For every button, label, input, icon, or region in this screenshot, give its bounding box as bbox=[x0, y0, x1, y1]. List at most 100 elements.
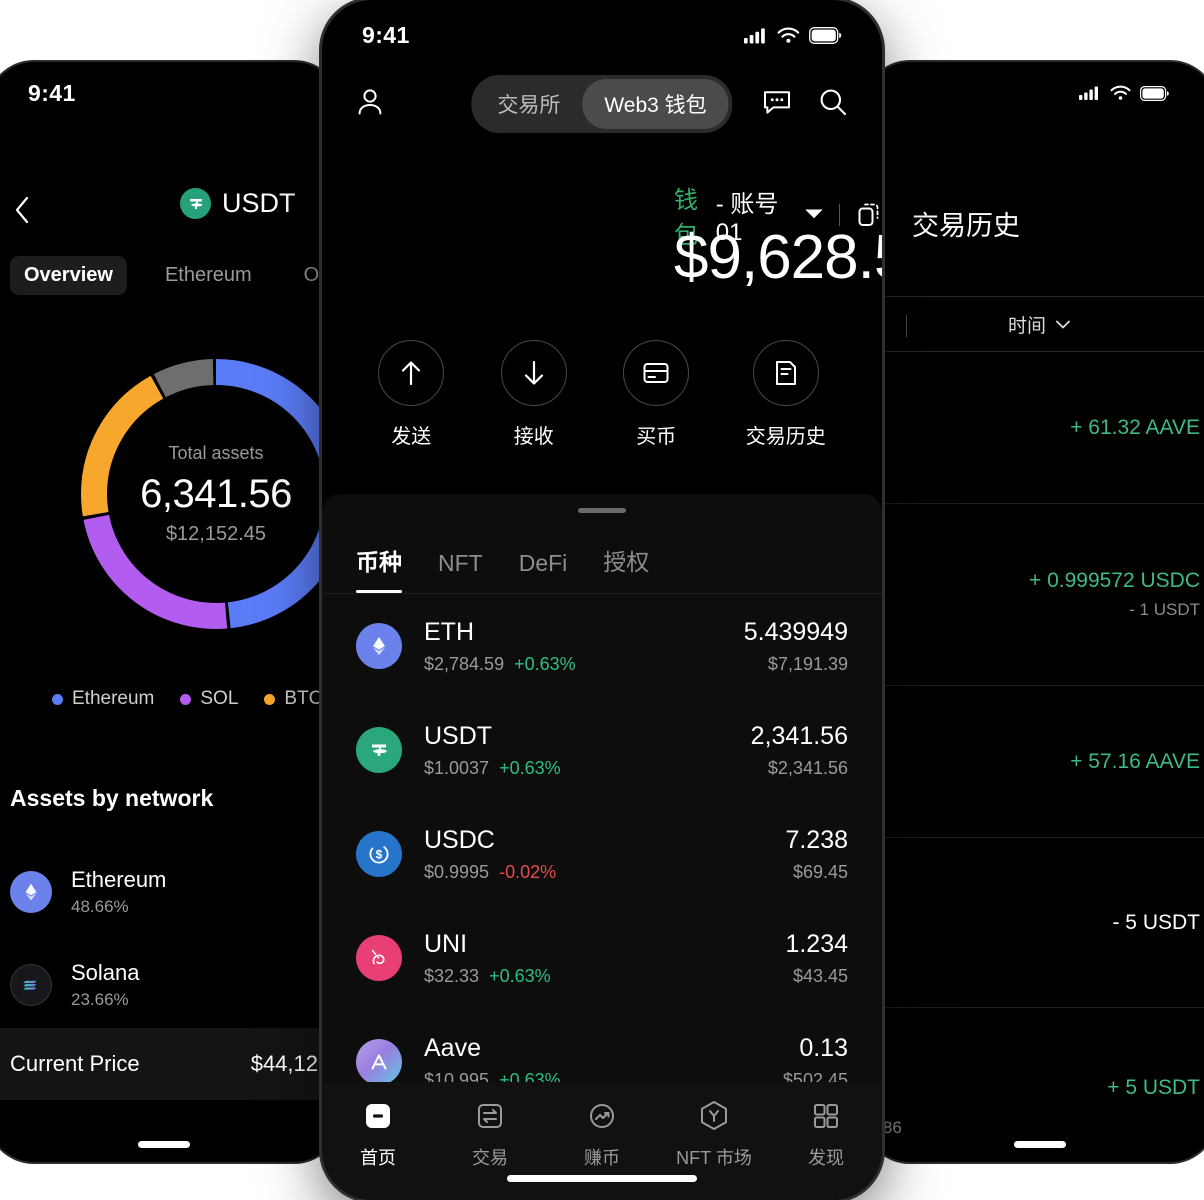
copy-icon[interactable] bbox=[856, 201, 882, 229]
transaction-row[interactable]: - 5 USDT 0a bbox=[864, 838, 1204, 1008]
wifi-icon bbox=[1110, 85, 1131, 100]
token-price: $0.9995 bbox=[424, 861, 490, 882]
search-icon[interactable] bbox=[818, 87, 848, 122]
token-info: UNI $32.33 +0.63% bbox=[424, 930, 551, 987]
action-label: 买币 bbox=[636, 426, 677, 448]
tab-approvals[interactable]: 授权 bbox=[603, 549, 650, 575]
donut-center-text: Total assets 6,341.56 $12,152.45 bbox=[66, 344, 340, 644]
nft-icon bbox=[698, 1098, 730, 1134]
document-icon bbox=[752, 340, 819, 406]
right-background-phone: 交易历史 时间 + 61.32 AAVE + 0.999572 USDC - 1… bbox=[864, 62, 1204, 1162]
network-percent: 48.66% bbox=[71, 896, 129, 916]
transaction-amount: + 57.16 AAVE bbox=[1070, 749, 1200, 773]
tabbar-item-discover[interactable]: 发现 bbox=[770, 1098, 882, 1170]
token-info: USDC $0.9995 -0.02% bbox=[424, 826, 556, 883]
legend-dot-sol bbox=[180, 693, 192, 705]
chevron-left-icon[interactable] bbox=[12, 194, 32, 231]
segment-web3-wallet[interactable]: Web3 钱包 bbox=[582, 79, 729, 129]
token-change: +0.63% bbox=[499, 757, 561, 778]
transaction-row[interactable]: + 57.16 AAVE bbox=[864, 686, 1204, 838]
token-row[interactable]: ETH $2,784.59 +0.63% 5.439949 $7,191.39 bbox=[356, 594, 848, 698]
token-price: $2,784.59 bbox=[424, 653, 505, 674]
tabbar-label: 赚币 bbox=[584, 1148, 620, 1168]
network-row[interactable]: Solana 23.66% bbox=[10, 938, 340, 1031]
quick-actions: 发送 接收 买币 交易历史 bbox=[322, 340, 882, 449]
network-name: Solana bbox=[71, 960, 140, 986]
tabbar-label: 交易 bbox=[472, 1148, 508, 1168]
segment-exchange[interactable]: 交易所 bbox=[497, 94, 561, 117]
token-value: $7,191.39 bbox=[767, 653, 848, 674]
left-title-symbol: USDT bbox=[222, 188, 296, 218]
tab-defi[interactable]: DeFi bbox=[518, 550, 568, 576]
usdc-icon: $ bbox=[356, 831, 402, 877]
token-info: USDT $1.0037 +0.63% bbox=[424, 722, 561, 779]
token-row[interactable]: USDT $1.0037 +0.63% 2,341.56 $2,341.56 bbox=[356, 698, 848, 802]
tab-overview[interactable]: Overview bbox=[10, 256, 127, 295]
token-row[interactable]: $ USDC $0.9995 -0.02% 7.238 $69.45 bbox=[356, 802, 848, 906]
token-value: $2,341.56 bbox=[767, 757, 848, 778]
tab-nft[interactable]: NFT bbox=[438, 550, 483, 576]
credit-card-icon bbox=[623, 340, 690, 406]
token-list: ETH $2,784.59 +0.63% 5.439949 $7,191.39 bbox=[322, 594, 882, 1114]
assets-by-network-title: Assets by network bbox=[10, 785, 214, 811]
sort-time-control[interactable]: 时间 bbox=[1008, 311, 1070, 338]
action-label: 交易历史 bbox=[745, 426, 826, 448]
left-nav-bar bbox=[0, 186, 340, 238]
cellular-icon bbox=[1079, 86, 1098, 100]
divider bbox=[839, 204, 840, 226]
action-buy[interactable]: 买币 bbox=[623, 340, 690, 449]
sheet-tab-list: 币种 NFT DeFi 授权 bbox=[322, 513, 882, 593]
left-status-bar: 9:41 bbox=[0, 62, 340, 124]
person-icon[interactable] bbox=[356, 87, 384, 122]
network-row[interactable]: Ethereum 48.66% bbox=[10, 845, 340, 938]
front-header: 交易所 Web3 钱包 bbox=[322, 74, 882, 134]
left-page-title: USDT bbox=[180, 188, 296, 219]
tabbar-label: 首页 bbox=[360, 1148, 396, 1168]
wallet-balance: $9,628.52 bbox=[674, 223, 882, 292]
current-price-label: Current Price bbox=[10, 1051, 140, 1076]
tabbar-item-trade[interactable]: 交易 bbox=[434, 1098, 546, 1170]
transaction-amount: - 5 USDT bbox=[1112, 910, 1200, 934]
tab-coins[interactable]: 币种 bbox=[356, 543, 402, 593]
current-price-value: $44,12 bbox=[250, 1051, 318, 1076]
chevron-down-icon[interactable] bbox=[805, 206, 823, 224]
right-page-title: 交易历史 bbox=[912, 211, 1020, 241]
action-history[interactable]: 交易历史 bbox=[746, 340, 826, 449]
transaction-row[interactable]: + 61.32 AAVE bbox=[864, 352, 1204, 504]
token-balance: 2,341.56 bbox=[750, 721, 848, 750]
legend-dot-ethereum bbox=[52, 693, 63, 705]
wallet-name: 钱包 bbox=[674, 187, 698, 249]
token-price: $1.0037 bbox=[424, 757, 490, 778]
tabbar-item-home[interactable]: 首页 bbox=[322, 1098, 434, 1170]
token-balance-info: 2,341.56 $2,341.56 bbox=[751, 722, 848, 779]
donut-label: Total assets bbox=[168, 442, 264, 463]
chat-bubble-icon[interactable] bbox=[762, 88, 792, 121]
action-label: 接收 bbox=[513, 426, 554, 448]
assets-donut-chart: Total assets 6,341.56 $12,152.45 bbox=[66, 344, 340, 644]
sheet-grabber[interactable] bbox=[578, 508, 626, 513]
ethereum-icon bbox=[356, 623, 402, 669]
sheet-divider bbox=[322, 593, 882, 594]
action-send[interactable]: 发送 bbox=[378, 340, 445, 449]
transaction-row[interactable]: + 5 USDT ba86 bbox=[864, 1008, 1204, 1162]
wallet-account: - 账号 01 bbox=[715, 190, 779, 246]
tabbar-item-earn[interactable]: 赚币 bbox=[546, 1098, 658, 1170]
legend-item: SOL bbox=[180, 688, 238, 710]
token-value: $69.45 bbox=[792, 861, 848, 882]
transaction-row[interactable]: + 0.999572 USDC - 1 USDT bbox=[864, 504, 1204, 686]
legend-label: Ethereum bbox=[72, 688, 155, 709]
aave-icon bbox=[356, 1039, 402, 1085]
token-symbol: Aave bbox=[424, 1033, 481, 1062]
tabbar-label: 发现 bbox=[808, 1148, 844, 1168]
tab-other[interactable]: O bbox=[303, 264, 320, 286]
sort-time-label: 时间 bbox=[1008, 315, 1047, 337]
token-row[interactable]: UNI $32.33 +0.63% 1.234 $43.45 bbox=[356, 906, 848, 1010]
token-price-row: $2,784.59 +0.63% bbox=[424, 654, 576, 675]
tabbar-item-nft-market[interactable]: NFT 市场 bbox=[658, 1098, 770, 1170]
tab-ethereum[interactable]: Ethereum bbox=[164, 264, 252, 286]
wallet-selector[interactable]: 钱包 - 账号 01 bbox=[674, 180, 882, 250]
home-indicator bbox=[507, 1175, 697, 1182]
action-receive[interactable]: 接收 bbox=[500, 340, 567, 449]
legend-label: BTC bbox=[284, 688, 323, 709]
